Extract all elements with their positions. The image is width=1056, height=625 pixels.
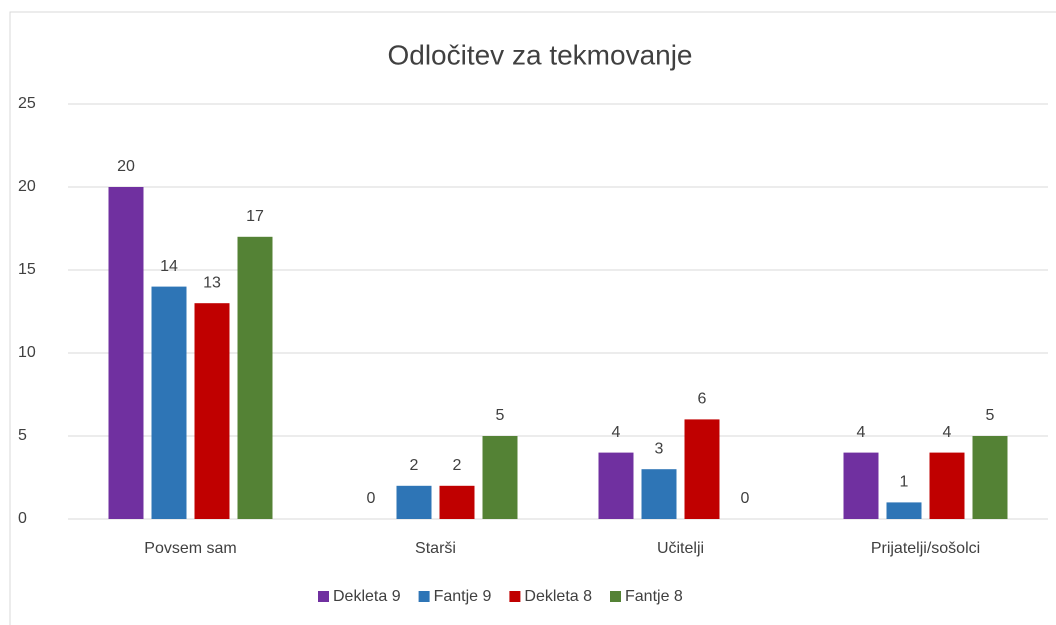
y-tick-label: 5 <box>18 427 27 444</box>
y-tick-label: 0 <box>18 510 27 527</box>
legend-swatch <box>418 591 430 602</box>
x-tick-label: Učitelji <box>657 540 704 557</box>
x-tick-label: Starši <box>415 540 456 557</box>
y-tick-label: 25 <box>18 95 36 112</box>
bar <box>929 452 965 519</box>
y-tick-label: 10 <box>18 344 36 361</box>
x-tick-label: Prijatelji/sošolci <box>871 540 980 557</box>
bar <box>108 187 144 519</box>
legend-swatch <box>610 591 621 602</box>
bar <box>684 419 720 519</box>
legend-label: Dekleta 9 <box>333 588 401 605</box>
data-label: 4 <box>857 424 866 441</box>
bar <box>843 452 879 519</box>
chart-title: Odločitev za tekmovanje <box>387 39 692 70</box>
data-label: 17 <box>246 208 264 225</box>
data-label: 5 <box>496 407 505 424</box>
bar <box>598 452 634 519</box>
bar <box>886 502 922 519</box>
legend-swatch <box>509 591 521 602</box>
data-label: 3 <box>655 440 664 457</box>
data-label: 0 <box>741 490 750 507</box>
data-label: 6 <box>698 391 707 408</box>
bar <box>972 436 1008 519</box>
legend-label: Dekleta 8 <box>524 588 592 605</box>
data-label: 1 <box>900 474 909 491</box>
bar <box>194 303 230 519</box>
data-label: 20 <box>117 158 135 175</box>
y-tick-label: 15 <box>18 261 36 278</box>
legend-label: Fantje 8 <box>625 588 683 605</box>
data-label: 4 <box>943 424 952 441</box>
bar <box>396 485 432 519</box>
bar <box>641 469 677 519</box>
data-label: 14 <box>160 258 178 275</box>
chart-border <box>9 11 1056 625</box>
bar <box>439 485 475 519</box>
bar <box>482 436 518 519</box>
bar <box>151 286 187 519</box>
legend-label: Fantje 9 <box>434 588 492 605</box>
x-tick-label: Povsem sam <box>144 540 236 557</box>
y-tick-label: 20 <box>18 178 36 195</box>
data-label: 13 <box>203 274 221 291</box>
data-label: 2 <box>453 457 462 474</box>
data-label: 0 <box>367 490 376 507</box>
data-label: 4 <box>612 424 621 441</box>
data-label: 5 <box>986 407 995 424</box>
bar <box>237 236 273 520</box>
legend-swatch <box>318 591 329 602</box>
data-label: 2 <box>410 457 419 474</box>
